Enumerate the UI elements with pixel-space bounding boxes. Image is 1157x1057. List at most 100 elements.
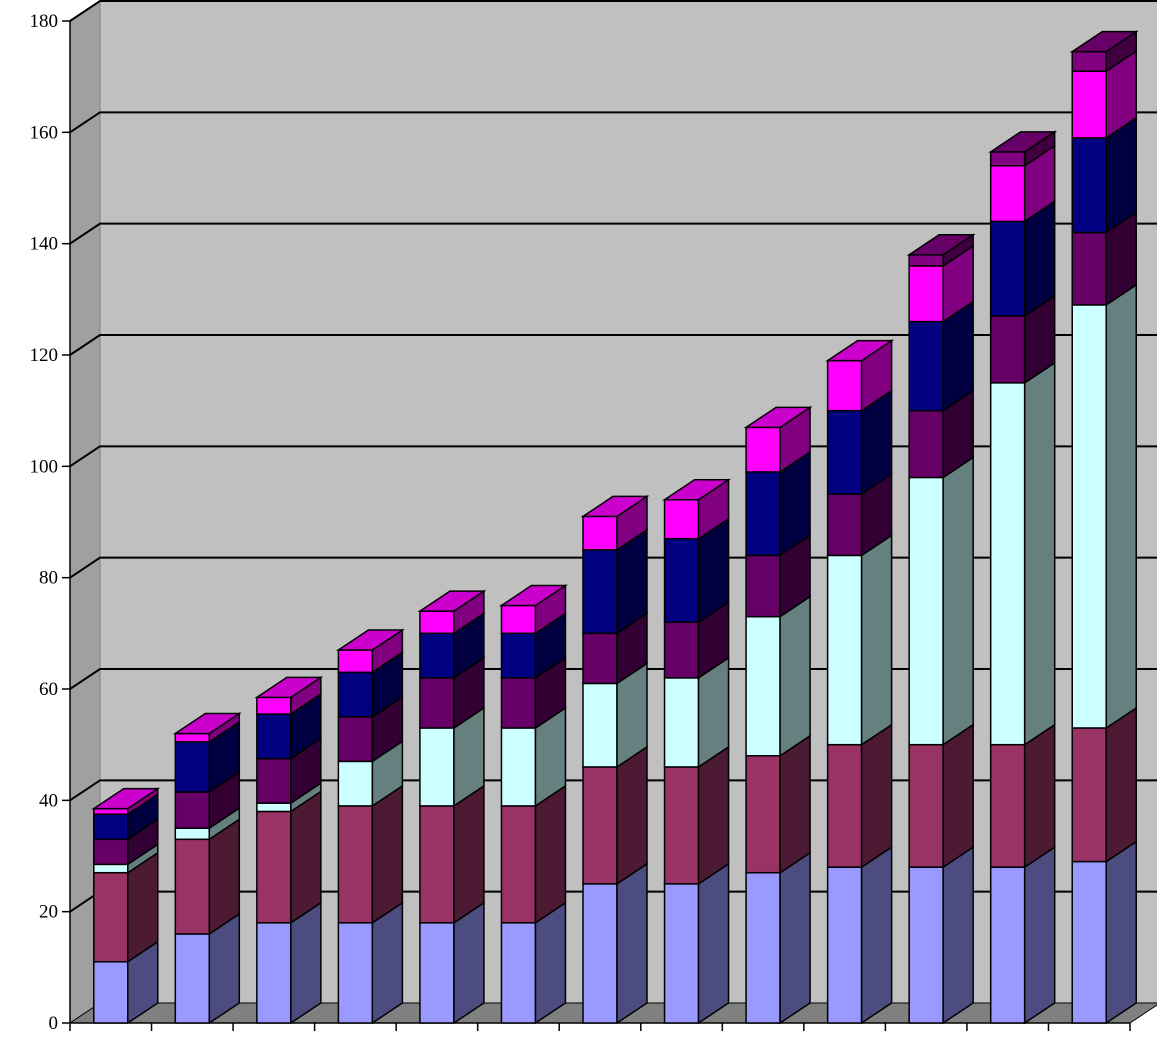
y-tick-label: 140	[30, 234, 59, 255]
y-tick-label: 40	[39, 790, 58, 811]
bar-segment	[1071, 727, 1107, 863]
bar-segment	[1071, 231, 1107, 306]
bar-segment	[256, 802, 292, 813]
bar-segment-side	[1023, 845, 1056, 1025]
bar-top	[662, 478, 732, 501]
bars	[91, 30, 1139, 1025]
bar-stack	[91, 787, 161, 1025]
bar-segment-side	[534, 901, 567, 1025]
bar-segment	[745, 471, 781, 557]
bar-segment	[174, 933, 211, 1024]
bar-top	[988, 131, 1058, 153]
bar-segment	[256, 757, 292, 804]
bar-segment-side	[779, 734, 811, 875]
gridline	[69, 0, 1157, 22]
bar-segment	[663, 883, 700, 1024]
bar-segment	[989, 164, 1026, 223]
bar-segment	[1071, 50, 1107, 72]
bar-segment	[337, 922, 374, 1024]
bar-stack	[743, 405, 813, 1025]
bar-segment	[989, 743, 1026, 868]
bar-segment	[337, 716, 374, 763]
bar-segment-side	[453, 784, 485, 925]
bar-segment	[826, 409, 863, 495]
bar-stack	[662, 478, 732, 1025]
bar-segment-side	[860, 533, 893, 747]
bar-segment-side	[1023, 361, 1056, 747]
bar-segment	[663, 677, 700, 768]
bar-segment	[908, 254, 944, 267]
bar-segment	[826, 493, 863, 557]
bar-segment-side	[942, 845, 974, 1025]
bar-segment-side	[1023, 723, 1056, 869]
bar-segment	[826, 866, 863, 1024]
bar-segment-side	[371, 784, 404, 925]
bar-segment	[500, 632, 537, 679]
bar-segment	[337, 649, 374, 674]
bar-top	[1069, 30, 1139, 53]
bar-stack	[335, 628, 405, 1025]
bar-segment	[582, 883, 618, 1024]
bar-segment	[745, 615, 781, 757]
bar-segment-side	[779, 595, 811, 758]
bar-top	[498, 584, 568, 607]
bar-segment	[826, 554, 863, 746]
bar-segment	[500, 922, 537, 1024]
bar-top	[254, 676, 324, 699]
y-tick-label: 100	[30, 456, 59, 477]
y-tick-label: 180	[30, 11, 59, 32]
bar-segment	[256, 696, 292, 715]
y-tick-label: 60	[39, 679, 58, 700]
bar-segment	[174, 838, 211, 935]
bar-top	[906, 234, 976, 256]
bar-segment	[663, 537, 700, 623]
y-axis: 0 20 40 60 80 100 120 140 160 180	[30, 11, 1131, 1034]
gridline	[69, 111, 1157, 134]
bar-segment	[908, 476, 944, 746]
bar-segment	[93, 871, 129, 963]
bar-segment	[582, 515, 618, 551]
bar-segment	[989, 220, 1026, 317]
bar-segment	[337, 760, 374, 807]
y-tick-label: 80	[39, 568, 58, 589]
bar-top	[825, 339, 895, 362]
bar-stack	[580, 495, 650, 1025]
bar-stack	[172, 712, 242, 1025]
bar-segment	[908, 265, 944, 323]
gridline	[69, 334, 1157, 356]
bar-segment	[93, 961, 129, 1024]
bar-segment-side	[942, 723, 974, 869]
bar-segment	[174, 741, 211, 793]
bar-segment	[419, 727, 455, 807]
gridline	[69, 222, 1157, 245]
bar-stack	[417, 589, 487, 1025]
bar-segment-side	[860, 845, 893, 1025]
bar-segment	[826, 743, 863, 868]
bar-segment	[1071, 70, 1107, 139]
bar-segment	[908, 866, 944, 1024]
bar-segment	[908, 743, 944, 868]
bar-top	[417, 590, 487, 612]
bar-segment	[989, 151, 1026, 167]
bar-segment-side	[860, 723, 893, 869]
bar-segment	[174, 732, 211, 743]
bar-segment	[663, 621, 700, 679]
bar-segment	[582, 766, 618, 885]
bar-stack	[988, 130, 1058, 1025]
bar-segment	[745, 755, 781, 874]
bar-segment-side	[290, 790, 322, 925]
bar-segment	[1071, 860, 1107, 1024]
bar-segment	[582, 632, 618, 685]
bar-segment	[93, 838, 129, 866]
bar-top	[172, 712, 242, 735]
bar-segment	[337, 671, 374, 718]
bar-segment	[419, 677, 455, 729]
bar-segment	[663, 766, 700, 885]
bar-stack	[254, 675, 324, 1025]
bar-segment-side	[697, 862, 730, 1025]
bar-segment	[256, 922, 292, 1024]
bar-segment	[908, 409, 944, 479]
y-tick-label: 0	[49, 1013, 59, 1034]
bar-segment	[663, 498, 700, 540]
bar-segment	[93, 863, 129, 874]
